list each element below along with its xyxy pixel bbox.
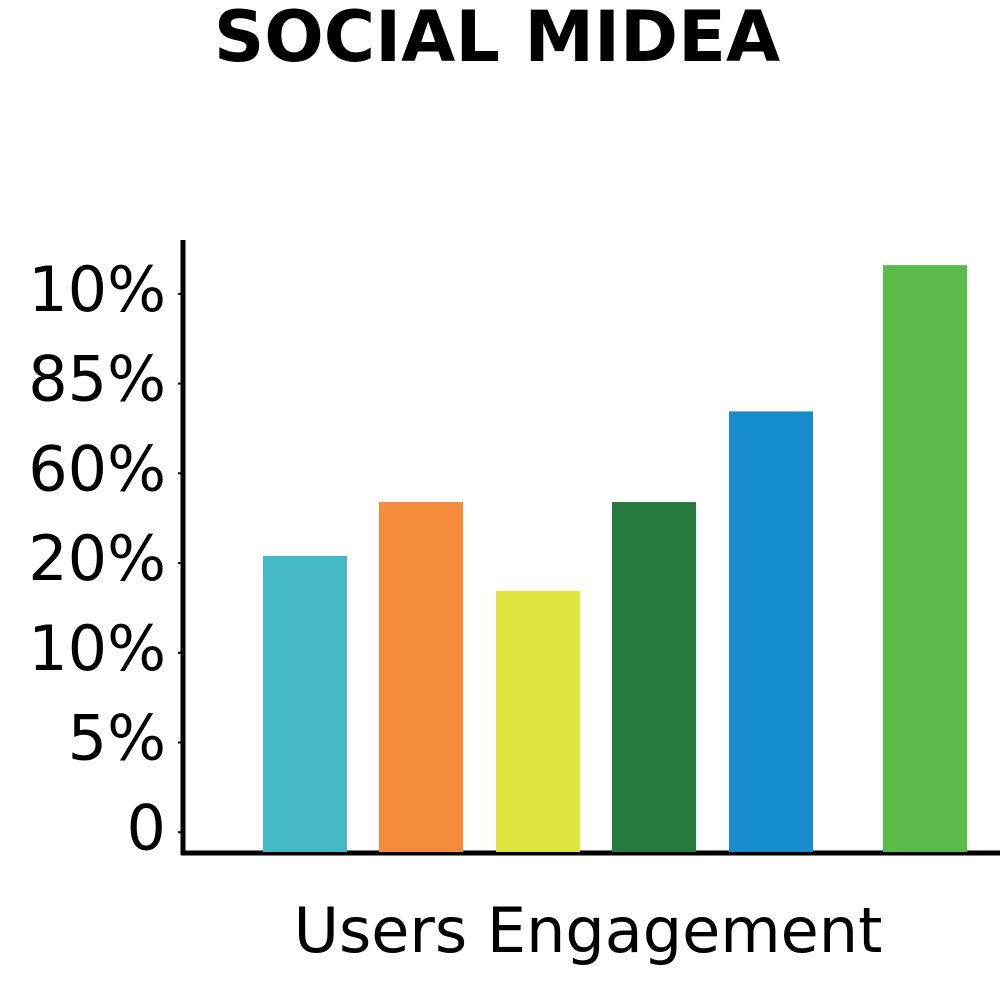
y-tick-label: 60% [28,432,166,505]
y-tick-label: 20% [28,522,166,595]
y-tick-label: 10% [28,612,166,685]
x-axis-label: Users Engagement [294,894,883,967]
y-tick-label: 5% [68,702,166,775]
y-tick-label: 85% [28,343,166,416]
bar [883,265,967,852]
bar [379,502,463,852]
bar [263,555,347,852]
chart-title: SOCIAL MIDEA [214,0,780,78]
bar [612,502,696,852]
y-tick-label: 0 [127,791,166,864]
bar [729,411,813,852]
y-tick-label: 10% [28,253,166,326]
bar [496,590,580,852]
